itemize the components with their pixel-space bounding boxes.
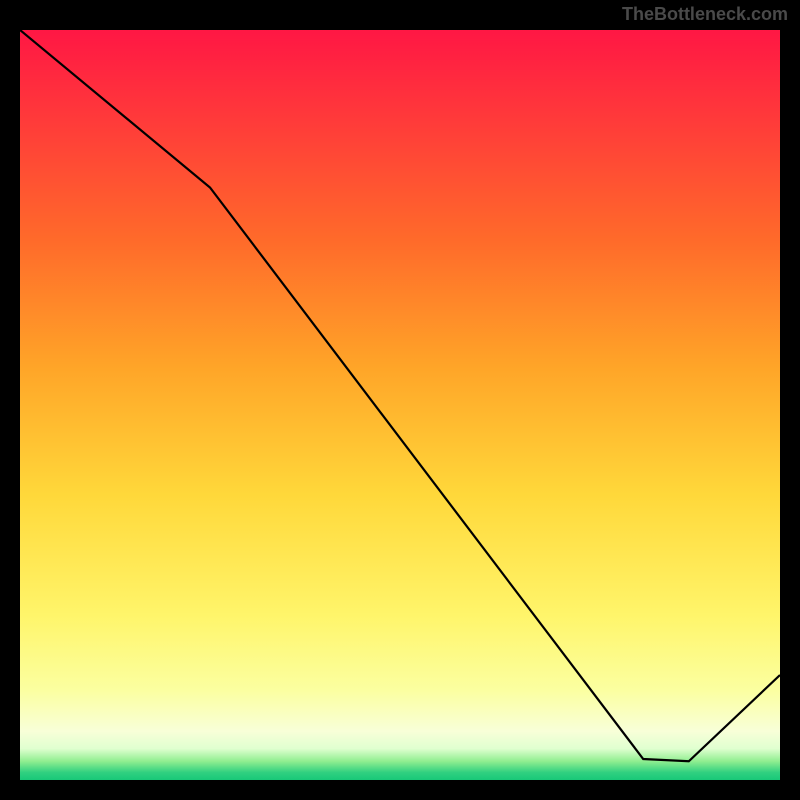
- chart-svg: [20, 30, 780, 780]
- chart-plot-area: [20, 30, 780, 780]
- watermark-text: TheBottleneck.com: [622, 4, 788, 25]
- gradient-background: [20, 30, 780, 780]
